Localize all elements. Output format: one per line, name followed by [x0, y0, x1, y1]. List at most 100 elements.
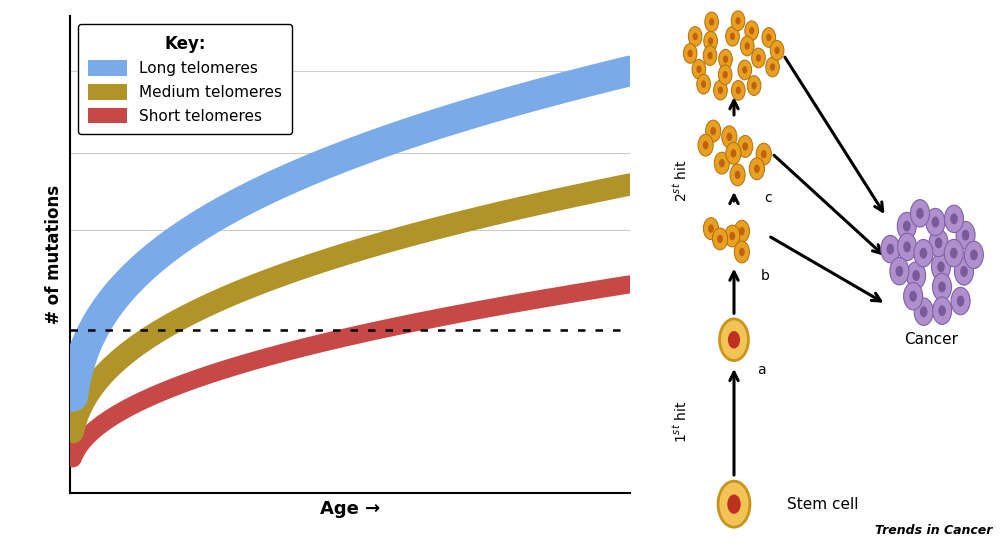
Circle shape — [898, 233, 917, 260]
Circle shape — [740, 36, 754, 56]
Circle shape — [912, 270, 920, 281]
Circle shape — [960, 266, 968, 277]
Circle shape — [931, 253, 950, 281]
Circle shape — [762, 27, 776, 47]
Circle shape — [714, 152, 729, 174]
Circle shape — [736, 87, 741, 94]
Circle shape — [747, 76, 761, 95]
Circle shape — [962, 230, 969, 241]
Circle shape — [742, 66, 747, 73]
Circle shape — [703, 45, 717, 65]
Circle shape — [693, 33, 698, 40]
Circle shape — [766, 34, 771, 41]
Circle shape — [714, 80, 727, 100]
Circle shape — [938, 282, 946, 293]
Legend: Long telomeres, Medium telomeres, Short telomeres: Long telomeres, Medium telomeres, Short … — [78, 24, 292, 134]
Circle shape — [720, 319, 748, 361]
Circle shape — [766, 57, 779, 77]
Circle shape — [929, 229, 948, 256]
Circle shape — [734, 241, 749, 263]
Circle shape — [719, 49, 732, 69]
Y-axis label: # of mutations: # of mutations — [45, 185, 63, 324]
Circle shape — [745, 42, 750, 50]
Circle shape — [723, 55, 728, 63]
Circle shape — [920, 306, 928, 317]
Circle shape — [717, 235, 723, 243]
Circle shape — [956, 221, 975, 249]
Circle shape — [957, 295, 964, 306]
Circle shape — [706, 120, 721, 142]
Circle shape — [910, 199, 929, 227]
Circle shape — [951, 287, 970, 315]
Text: Stem cell: Stem cell — [787, 496, 859, 512]
Circle shape — [914, 239, 933, 267]
Circle shape — [730, 164, 745, 186]
Circle shape — [726, 26, 739, 46]
Text: 1$^{st}$ hit: 1$^{st}$ hit — [672, 401, 690, 443]
Circle shape — [705, 12, 718, 32]
Circle shape — [722, 126, 737, 148]
Circle shape — [731, 81, 745, 100]
Circle shape — [739, 248, 745, 256]
Circle shape — [735, 17, 741, 25]
Circle shape — [730, 32, 735, 40]
Text: c: c — [764, 191, 772, 205]
Circle shape — [738, 60, 752, 80]
Circle shape — [909, 291, 917, 302]
Circle shape — [944, 205, 963, 232]
Circle shape — [749, 158, 764, 180]
Circle shape — [742, 142, 748, 151]
Circle shape — [938, 305, 946, 316]
Circle shape — [704, 31, 717, 51]
Circle shape — [914, 298, 933, 326]
Circle shape — [708, 37, 713, 45]
Circle shape — [708, 225, 714, 233]
Circle shape — [903, 241, 911, 252]
Circle shape — [896, 266, 903, 277]
Circle shape — [926, 208, 945, 236]
Circle shape — [738, 135, 753, 157]
Circle shape — [723, 71, 728, 78]
Circle shape — [726, 142, 741, 164]
Circle shape — [718, 481, 750, 527]
Circle shape — [707, 52, 713, 59]
Circle shape — [745, 21, 759, 41]
Circle shape — [701, 81, 706, 88]
Circle shape — [770, 41, 784, 60]
Circle shape — [696, 66, 701, 73]
Circle shape — [735, 171, 740, 179]
Circle shape — [897, 213, 916, 240]
Circle shape — [727, 494, 741, 514]
Circle shape — [756, 143, 771, 165]
Text: a: a — [757, 363, 765, 377]
Circle shape — [950, 248, 958, 259]
Circle shape — [719, 159, 725, 167]
Circle shape — [950, 213, 958, 224]
Circle shape — [728, 331, 740, 349]
Circle shape — [718, 87, 723, 94]
Circle shape — [725, 225, 740, 247]
Circle shape — [709, 18, 714, 26]
Circle shape — [970, 249, 978, 260]
Circle shape — [903, 221, 911, 232]
Circle shape — [703, 141, 709, 149]
Circle shape — [935, 237, 942, 248]
Circle shape — [761, 150, 767, 158]
Circle shape — [710, 127, 716, 135]
Circle shape — [770, 64, 775, 71]
Circle shape — [916, 208, 924, 219]
Circle shape — [734, 220, 749, 242]
Text: b: b — [761, 269, 769, 283]
Circle shape — [692, 59, 706, 79]
Circle shape — [932, 216, 939, 227]
Text: Trends in Cancer: Trends in Cancer — [875, 524, 992, 537]
Circle shape — [739, 227, 745, 236]
Circle shape — [729, 232, 735, 240]
Circle shape — [731, 11, 745, 31]
Circle shape — [890, 258, 909, 285]
Circle shape — [904, 283, 923, 310]
Circle shape — [751, 82, 757, 89]
Circle shape — [712, 228, 728, 250]
Circle shape — [920, 248, 927, 259]
Circle shape — [964, 241, 983, 269]
